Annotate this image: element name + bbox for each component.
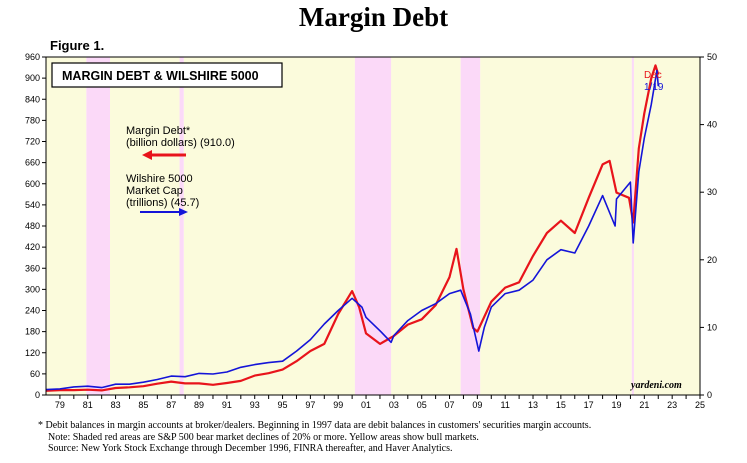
left-axis-tick-label: 300: [25, 284, 40, 294]
wilshire-label-2: Market Cap: [126, 185, 183, 197]
x-axis-tick-label: 91: [222, 400, 232, 410]
footnote-1: * Debit balances in margin accounts at b…: [38, 420, 592, 431]
left-axis-tick-label: 240: [25, 306, 40, 316]
left-axis-tick-label: 120: [25, 348, 40, 358]
x-axis-tick-label: 99: [333, 400, 343, 410]
x-axis-tick-label: 93: [250, 400, 260, 410]
page-title: Margin Debt: [298, 2, 449, 32]
margin-debt-label-2: (billion dollars) (910.0): [126, 137, 235, 149]
bear-market-band: [179, 57, 184, 395]
x-axis-tick-label: 95: [278, 400, 288, 410]
footnote-3: Source: New York Stock Exchange through …: [48, 443, 453, 454]
left-axis-tick-label: 480: [25, 221, 40, 231]
bull-market-band: [46, 57, 87, 395]
wilshire-line: [45, 69, 660, 391]
x-axis-tick-label: 13: [528, 400, 538, 410]
left-axis-tick-label: 960: [25, 52, 40, 62]
left-axis-tick-label: 0: [35, 390, 40, 400]
left-axis-tick-label: 60: [30, 369, 40, 379]
x-axis-tick-label: 85: [138, 400, 148, 410]
right-axis-tick-label: 50: [707, 52, 717, 62]
bull-market-band: [633, 57, 700, 395]
bear-market-band: [460, 57, 481, 395]
axis-ticks: 0601201802403003604204805406006607207808…: [25, 52, 717, 410]
plot-frame: [45, 56, 701, 396]
x-axis-tick-label: 81: [83, 400, 93, 410]
x-axis-tick-label: 25: [695, 400, 705, 410]
end-label-dec: Dec: [644, 70, 662, 81]
chart-title-box: [51, 62, 283, 88]
left-axis-tick-label: 540: [25, 200, 40, 210]
bull-market-band: [183, 57, 355, 395]
right-axis-tick-label: 20: [707, 255, 717, 265]
source-tag: yardeni.com: [630, 380, 682, 391]
bull-market-band: [110, 57, 180, 395]
chart-title: MARGIN DEBT & WILSHIRE 5000: [62, 69, 259, 83]
right-axis-tick-label: 0: [707, 390, 712, 400]
right-axis-tick-label: 10: [707, 322, 717, 332]
x-axis-tick-label: 11: [501, 400, 510, 410]
x-axis-tick-label: 03: [389, 400, 399, 410]
chart: 0601201802403003604204805406006607207808…: [25, 52, 717, 410]
x-axis-tick-label: 89: [194, 400, 204, 410]
left-axis-tick-label: 720: [25, 137, 40, 147]
left-axis-tick-label: 360: [25, 263, 40, 273]
right-axis-tick-label: 30: [707, 187, 717, 197]
left-axis-tick-label: 600: [25, 179, 40, 189]
left-axis-tick-label: 780: [25, 115, 40, 125]
market-shading: [46, 57, 700, 395]
x-axis-tick-label: 07: [445, 400, 455, 410]
figure-label: Figure 1.: [50, 38, 105, 53]
x-axis-tick-label: 83: [111, 400, 121, 410]
end-label-date: 1/19: [644, 82, 664, 93]
x-axis-tick-label: 21: [639, 400, 649, 410]
left-axis-tick-label: 180: [25, 327, 40, 337]
footnotes: * Debit balances in margin accounts at b…: [38, 420, 591, 455]
x-axis-tick-label: 97: [305, 400, 315, 410]
left-axis-tick-label: 840: [25, 94, 40, 104]
bull-market-band: [391, 57, 461, 395]
right-axis-tick-label: 40: [707, 120, 717, 130]
x-axis-tick-label: 17: [584, 400, 594, 410]
x-axis-tick-label: 09: [472, 400, 482, 410]
x-axis-tick-label: 23: [667, 400, 677, 410]
wilshire-arrowhead-icon: [179, 208, 188, 216]
wilshire-label-1: Wilshire 5000: [126, 173, 193, 185]
footnote-2: Note: Shaded red areas are S&P 500 bear …: [48, 431, 479, 443]
bear-market-band: [354, 57, 392, 395]
x-axis-tick-label: 05: [417, 400, 427, 410]
left-axis-tick-label: 660: [25, 158, 40, 168]
margin-debt-arrowhead-icon: [142, 150, 152, 160]
x-axis-tick-label: 19: [612, 400, 622, 410]
wilshire-label-3: (trillions) (45.7): [126, 197, 199, 209]
left-axis-tick-label: 420: [25, 242, 40, 252]
bear-market-band: [86, 57, 111, 395]
x-axis-tick-label: 15: [556, 400, 566, 410]
x-axis-tick-label: 79: [55, 400, 65, 410]
x-axis-tick-label: 01: [361, 400, 371, 410]
left-axis-tick-label: 900: [25, 73, 40, 83]
margin-debt-label-1: Margin Debt*: [126, 125, 191, 137]
x-axis-tick-label: 87: [166, 400, 176, 410]
series-lines: [45, 64, 660, 392]
